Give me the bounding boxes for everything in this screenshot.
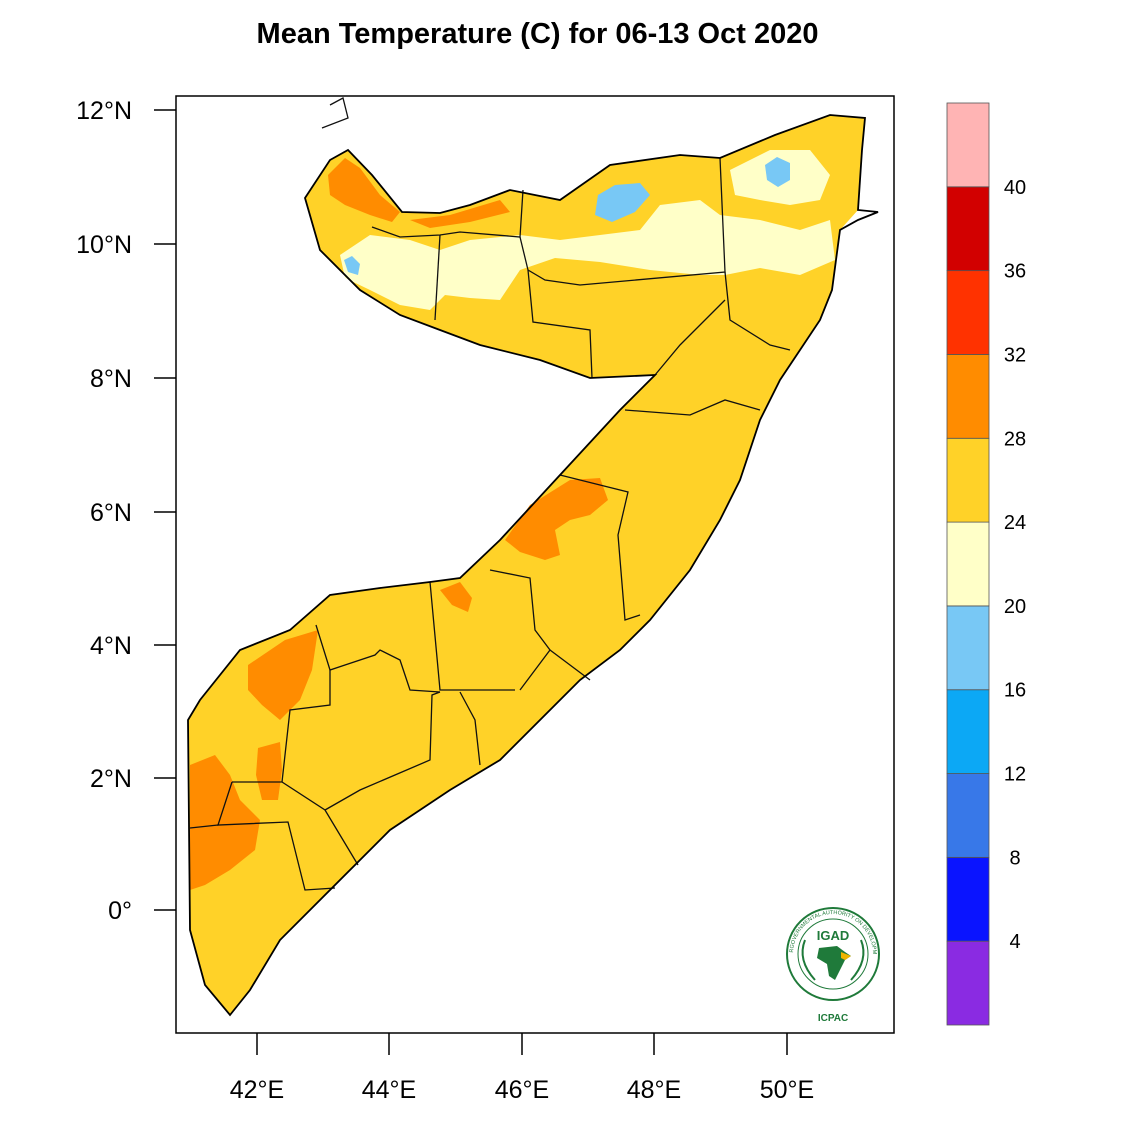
logo-name: IGAD bbox=[817, 928, 850, 943]
colorbar-swatch bbox=[946, 270, 990, 355]
colorbar-swatch bbox=[946, 689, 990, 774]
colorbar-tick-label: 20 bbox=[1004, 596, 1026, 618]
cold-patch-2 bbox=[765, 157, 790, 187]
admin-boundaries bbox=[189, 97, 791, 891]
colorbar-swatch bbox=[946, 437, 990, 523]
laurel-right-icon bbox=[850, 939, 865, 981]
igad-icpac-logo: INTERGOVERNMENTAL AUTHORITY ON DEVELOPME… bbox=[786, 907, 880, 1001]
y-tick-label: 6°N bbox=[90, 499, 132, 527]
colorbar-swatch bbox=[946, 856, 990, 942]
colorbar-swatch bbox=[946, 940, 990, 1026]
map-plot-area bbox=[187, 97, 879, 1017]
colorbar-swatch bbox=[946, 186, 990, 272]
colorbar-swatch bbox=[946, 773, 990, 858]
colorbar-tick-label: 12 bbox=[1004, 764, 1026, 786]
y-tick-label: 10°N bbox=[76, 231, 132, 259]
x-tick-label: 50°E bbox=[760, 1076, 814, 1104]
colorbar-tick-label: 8 bbox=[1009, 847, 1020, 869]
colorbar-tick-label: 32 bbox=[1004, 344, 1026, 366]
map-title: Mean Temperature (C) for 06-13 Oct 2020 bbox=[256, 18, 819, 50]
y-tick-label: 2°N bbox=[90, 765, 132, 793]
country-fill-24-28 bbox=[188, 115, 865, 1015]
colorbar-tick-label: 4 bbox=[1009, 931, 1020, 953]
y-tick-label: 8°N bbox=[90, 365, 132, 393]
hot-patch-central bbox=[505, 478, 608, 560]
colorbar-swatch bbox=[946, 605, 990, 691]
x-tick-label: 48°E bbox=[627, 1076, 681, 1104]
colorbar-tick-label: 36 bbox=[1004, 261, 1026, 283]
colorbar bbox=[946, 102, 990, 1026]
x-tick-label: 46°E bbox=[495, 1076, 549, 1104]
laurel-left-icon bbox=[801, 939, 816, 981]
hot-patch-coast-n bbox=[410, 200, 510, 228]
x-axis bbox=[256, 1033, 788, 1055]
x-tick-label: 44°E bbox=[362, 1076, 416, 1104]
y-axis bbox=[154, 109, 176, 911]
y-tick-label: 12°N bbox=[76, 97, 132, 125]
hot-patch-sw-2 bbox=[256, 742, 282, 800]
colorbar-swatch bbox=[946, 354, 990, 439]
hot-patch-sw-3 bbox=[190, 755, 260, 890]
cold-patch-3 bbox=[344, 256, 360, 275]
colorbar-tick-label: 16 bbox=[1004, 680, 1026, 702]
horn-highlight-icon bbox=[841, 952, 851, 960]
hot-patch-small bbox=[440, 582, 472, 612]
logo-caption: ICPAC bbox=[818, 1013, 848, 1024]
colorbar-swatch bbox=[946, 102, 990, 188]
colorbar-tick-label: 28 bbox=[1004, 428, 1026, 450]
country-outline bbox=[187, 114, 879, 1017]
x-tick-label: 42°E bbox=[230, 1076, 284, 1104]
cold-patch-1 bbox=[595, 183, 650, 222]
cool-zone-north bbox=[340, 200, 835, 310]
colorbar-swatch bbox=[946, 521, 990, 607]
y-tick-label: 0° bbox=[108, 897, 132, 925]
hot-patch-sw-1 bbox=[248, 630, 318, 720]
colorbar-tick-label: 24 bbox=[1004, 512, 1026, 534]
colorbar-tick-label: 40 bbox=[1004, 177, 1026, 199]
y-tick-label: 4°N bbox=[90, 632, 132, 660]
colorbar-labels: 4 8 12 16 20 24 28 32 36 40 bbox=[1004, 177, 1026, 953]
hot-patch-nw bbox=[328, 158, 400, 222]
plot-frame bbox=[175, 95, 895, 1034]
